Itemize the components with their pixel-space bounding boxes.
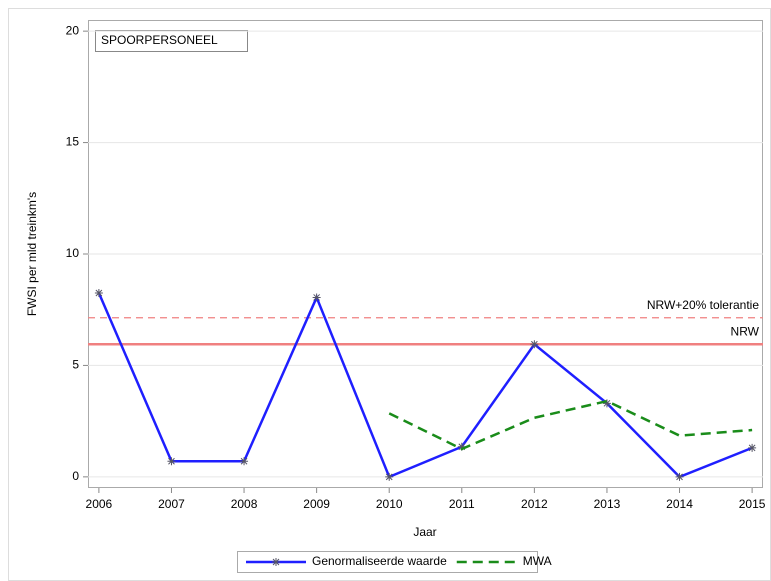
legend-label: MWA — [523, 554, 552, 568]
x-tick-label: 2015 — [739, 497, 766, 511]
marker — [385, 472, 394, 481]
series-line — [97, 292, 753, 479]
x-tick-label: 2014 — [666, 497, 693, 511]
marker — [602, 399, 611, 408]
legend-marker — [272, 558, 280, 566]
marker — [675, 472, 684, 481]
legend-label: Genormaliseerde waarde — [312, 554, 447, 568]
annotation-box — [95, 30, 248, 52]
y-tick-label: 15 — [66, 135, 80, 149]
y-axis-label: FWSI per mld treinkm's — [25, 192, 39, 316]
marker — [167, 457, 176, 466]
marker — [457, 442, 466, 451]
x-tick-label: 2008 — [231, 497, 258, 511]
legend-box — [237, 551, 538, 573]
reference-label: NRW+20% tolerantie — [647, 298, 759, 312]
frame — [8, 8, 771, 581]
y-tick-label: 10 — [66, 246, 80, 260]
x-tick-label: 2009 — [303, 497, 330, 511]
x-tick-label: 2013 — [594, 497, 621, 511]
y-tick-label: 0 — [72, 469, 79, 483]
x-tick-label: 2006 — [86, 497, 113, 511]
series-line — [388, 399, 753, 451]
x-tick-label: 2012 — [521, 497, 548, 511]
y-tick-label: 5 — [72, 358, 79, 372]
marker — [748, 443, 757, 452]
x-tick-label: 2010 — [376, 497, 403, 511]
y-tick-label: 20 — [66, 23, 80, 37]
marker — [94, 289, 103, 297]
x-axis-label: Jaar — [413, 525, 436, 539]
x-tick-label: 2007 — [158, 497, 185, 511]
annotation: SPOORPERSONEEL — [101, 33, 218, 47]
reference-label: NRW — [731, 324, 760, 338]
marker — [530, 340, 539, 349]
x-tick-label: 2011 — [449, 497, 475, 511]
marker — [240, 457, 249, 466]
marker — [312, 293, 321, 302]
